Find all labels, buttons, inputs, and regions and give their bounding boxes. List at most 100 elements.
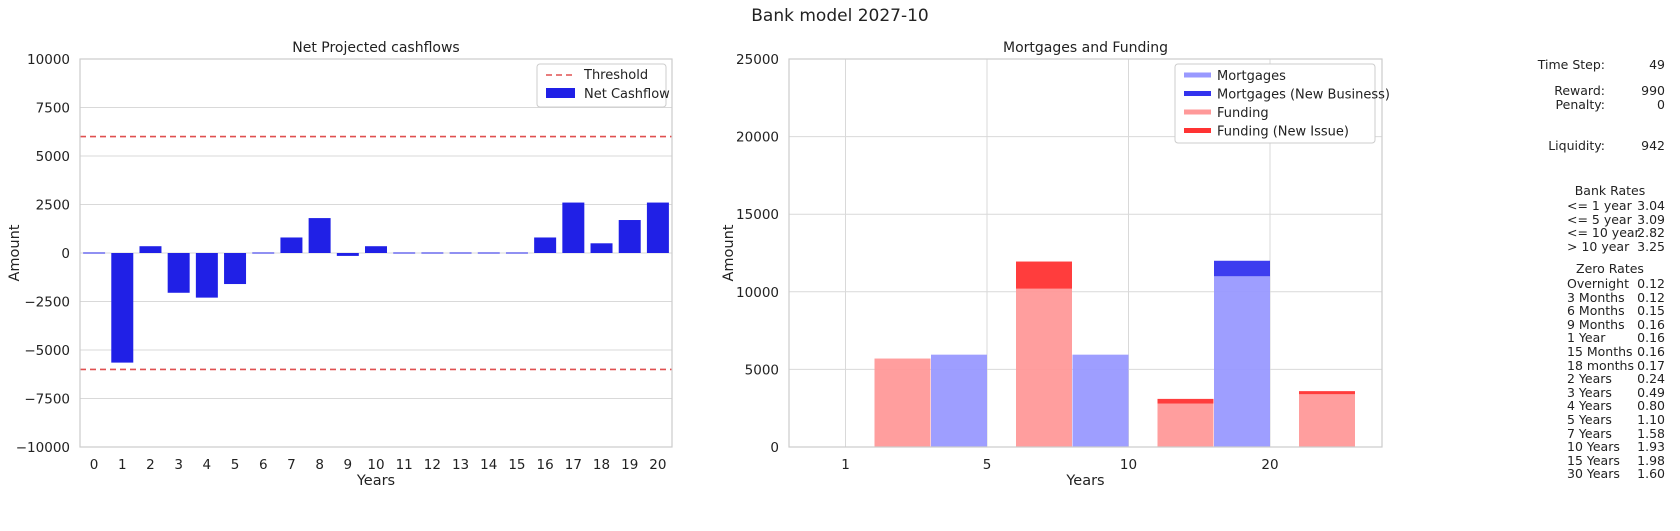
zero-rate-label: 1 Year: [1567, 330, 1606, 346]
bar-funding-new: [1016, 261, 1072, 289]
x-tick-label: 10: [1120, 457, 1137, 473]
y-tick-label: 2500: [36, 198, 70, 214]
bank-rate-value: 3.09: [1637, 211, 1665, 227]
bar-funding: [1299, 394, 1355, 447]
legend-label: Funding (New Issue): [1217, 125, 1349, 140]
bar: [224, 253, 247, 285]
zero-rate-label: 15 Months: [1567, 343, 1633, 359]
zero-rate-value: 0.16: [1637, 330, 1665, 346]
bar: [534, 237, 557, 253]
bar-funding: [874, 358, 931, 447]
bar: [365, 246, 387, 253]
bar-funding: [1157, 403, 1214, 447]
x-tick-label: 17: [565, 457, 582, 473]
x-tick-label: 15: [508, 457, 525, 473]
legend-cashflow-swatch: [546, 88, 575, 98]
x-tick-label: 2: [146, 457, 155, 473]
x-tick-label: 20: [1261, 457, 1278, 473]
x-tick-label: 5: [983, 457, 992, 473]
plot-frame: [79, 58, 673, 448]
x-tick-label: 5: [231, 457, 240, 473]
zero-rate-label: 4 Years: [1567, 398, 1612, 414]
x-tick-label: 9: [344, 457, 353, 473]
bank-rate-row: <= 1 year 3.04: [1555, 198, 1665, 213]
zero-rate-value: 0.80: [1637, 398, 1665, 414]
bank-rate-value: 2.82: [1637, 225, 1665, 241]
bar-mortgages: [1214, 276, 1270, 447]
bank-rate-value: 3.25: [1637, 238, 1665, 254]
x-tick-label: 12: [424, 457, 441, 473]
bar: [336, 253, 359, 256]
legend-threshold-label: Threshold: [583, 68, 648, 83]
zero-rate-label: 7 Years: [1567, 425, 1612, 441]
x-tick-label: 0: [90, 457, 99, 473]
y-tick-label: −5000: [24, 343, 70, 359]
y-tick-label: −7500: [24, 392, 70, 408]
chart-title: Mortgages and Funding: [1003, 40, 1168, 56]
legend-label: Mortgages: [1217, 69, 1286, 84]
x-tick-label: 1: [841, 457, 850, 473]
zero-rate-label: 15 Years: [1567, 452, 1620, 468]
liquidity-value: 942: [1641, 138, 1665, 153]
y-tick-label: −2500: [24, 295, 70, 311]
y-tick-label: 5000: [36, 149, 70, 165]
bar-mortgages: [931, 354, 987, 447]
zero-rate-value: 0.49: [1637, 384, 1665, 400]
y-tick-label: 15000: [736, 207, 779, 223]
bar: [618, 220, 641, 253]
reward-value: 990: [1641, 83, 1665, 98]
bank-rates-title: Bank Rates: [1574, 183, 1646, 198]
x-tick-label: 13: [452, 457, 469, 473]
penalty-value: 0: [1657, 97, 1665, 112]
time-step-row: Time Step: 49: [1538, 57, 1665, 72]
zero-rate-value: 0.12: [1637, 276, 1665, 291]
y-tick-label: 7500: [36, 101, 70, 117]
legend-cashflow-label: Net Cashflow: [584, 87, 670, 102]
zero-rate-value: 0.15: [1637, 303, 1665, 319]
chart-title: Net Projected cashflows: [292, 40, 459, 56]
bar-mortgages-new: [1214, 260, 1270, 277]
zero-rate-value: 0.24: [1637, 371, 1665, 387]
zero-rate-label: 3 Months: [1567, 289, 1625, 305]
bank-rate-label: <= 5 year: [1567, 211, 1632, 227]
x-tick-label: 6: [259, 457, 268, 473]
penalty-label: Penalty:: [1555, 97, 1605, 112]
x-axis-label: Years: [1065, 473, 1104, 489]
x-tick-label: 14: [480, 457, 497, 473]
zero-rate-row: 30 Years 1.60: [1555, 466, 1665, 482]
legend-label: Funding: [1217, 106, 1269, 121]
zero-rate-row: 5 Years 1.10: [1555, 412, 1665, 427]
bar: [195, 253, 218, 298]
zero-rate-label: 6 Months: [1567, 303, 1625, 319]
bar: [562, 202, 585, 253]
zero-rate-value: 1.58: [1637, 425, 1665, 441]
zero-rate-row: 15 Years 1.98: [1555, 452, 1665, 468]
bar: [646, 202, 669, 253]
zero-rate-label: 18 months: [1567, 357, 1634, 373]
zero-rate-label: 3 Years: [1567, 384, 1612, 400]
zero-rate-label: Overnight: [1567, 276, 1629, 291]
y-tick-label: 25000: [736, 52, 779, 68]
bar-funding-new: [1157, 398, 1214, 404]
x-tick-label: 7: [287, 457, 296, 473]
zero-rate-row: 1 Year 0.16: [1555, 330, 1665, 346]
zero-rate-value: 0.16: [1637, 343, 1665, 359]
x-axis-label: Years: [356, 473, 395, 489]
zero-rate-row: 3 Months 0.12: [1555, 289, 1665, 305]
zero-rate-row: 3 Years 0.49: [1555, 384, 1665, 400]
y-tick-label: 10000: [27, 52, 70, 68]
time-step-label: Time Step:: [1537, 57, 1605, 72]
zero-rate-value: 0.12: [1637, 289, 1665, 305]
zero-rate-value: 0.16: [1637, 316, 1665, 332]
zero-rate-value: 1.60: [1637, 466, 1665, 482]
bar: [590, 243, 613, 253]
plot-frame: [788, 58, 1383, 448]
x-tick-label: 1: [118, 457, 127, 473]
zero-rate-row: 9 Months 0.16: [1555, 316, 1665, 332]
zero-rate-value: 1.98: [1637, 452, 1665, 468]
bar-mortgages: [1072, 354, 1129, 447]
bank-rate-value: 3.04: [1637, 198, 1665, 213]
zero-rate-row: 10 Years 1.93: [1555, 439, 1665, 454]
reward-label: Reward:: [1554, 83, 1605, 98]
bank-rates-table: Bank Rates <= 1 year 3.04 <= 5 year 3.09 <= …: [1555, 183, 1665, 254]
